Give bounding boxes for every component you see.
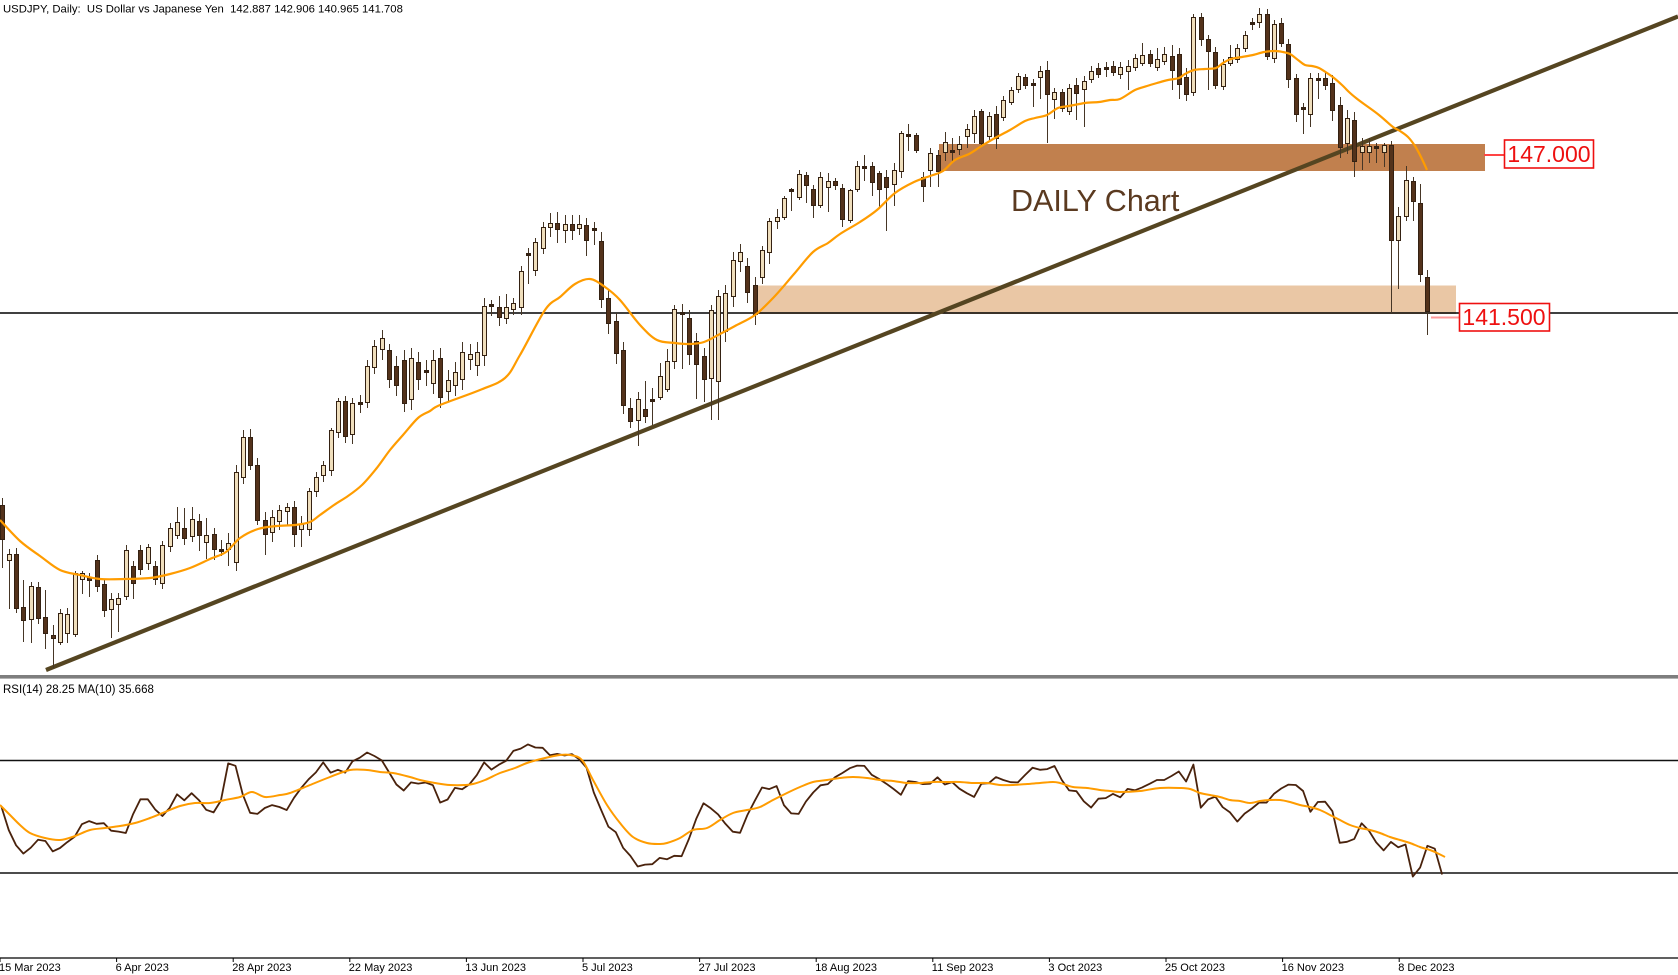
svg-text:15 Mar 2023: 15 Mar 2023 (0, 962, 61, 974)
svg-text:22 May 2023: 22 May 2023 (349, 962, 413, 974)
svg-text:16 Nov 2023: 16 Nov 2023 (1282, 962, 1344, 974)
svg-text:13 Jun 2023: 13 Jun 2023 (465, 962, 526, 974)
svg-text:8 Dec 2023: 8 Dec 2023 (1398, 962, 1454, 974)
svg-text:RSI(14) 28.25 MA(10) 35.668: RSI(14) 28.25 MA(10) 35.668 (3, 684, 154, 696)
svg-text:11 Sep 2023: 11 Sep 2023 (932, 962, 994, 974)
svg-text:25 Oct 2023: 25 Oct 2023 (1165, 962, 1225, 974)
svg-text:27 Jul 2023: 27 Jul 2023 (699, 962, 756, 974)
svg-text:5 Jul 2023: 5 Jul 2023 (582, 962, 633, 974)
svg-text:141.500: 141.500 (1462, 304, 1545, 330)
svg-text:3 Oct 2023: 3 Oct 2023 (1048, 962, 1102, 974)
svg-text:18 Aug 2023: 18 Aug 2023 (815, 962, 877, 974)
svg-text:28 Apr 2023: 28 Apr 2023 (232, 962, 291, 974)
svg-text:USDJPY, Daily: US Dollar vs J: USDJPY, Daily: US Dollar vs Japanese Yen… (3, 4, 403, 16)
svg-text:6 Apr 2023: 6 Apr 2023 (116, 962, 169, 974)
svg-text:DAILY Chart: DAILY Chart (1011, 184, 1180, 218)
svg-text:147.000: 147.000 (1507, 141, 1590, 167)
